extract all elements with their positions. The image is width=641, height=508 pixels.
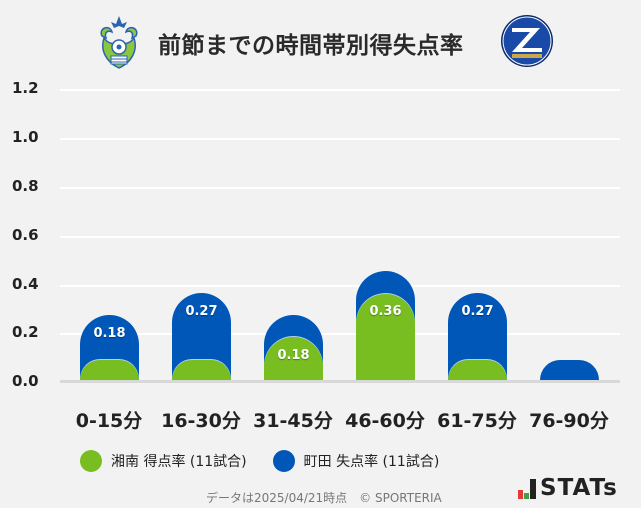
y-tick-label: 0.0 xyxy=(12,372,39,390)
x-tick-label: 46-60分 xyxy=(345,410,425,432)
stats-bars-icon xyxy=(518,479,536,499)
gridline xyxy=(60,138,620,140)
gridline xyxy=(60,89,620,91)
y-tick-label: 0.4 xyxy=(12,275,39,293)
legend-item-machida[interactable]: 町田 失点率 (11試合) xyxy=(272,450,440,472)
gridline xyxy=(60,285,620,287)
x-tick-label: 0-15分 xyxy=(75,410,143,432)
shonan-bellmare-crest-icon xyxy=(100,16,138,69)
y-tick-label: 0.2 xyxy=(12,323,39,341)
chart-title: 前節までの時間帯別得失点率 xyxy=(158,33,464,59)
bar-shonan-61-75 xyxy=(448,360,507,380)
bar-shonan-16-30 xyxy=(172,360,231,380)
gridline xyxy=(60,236,620,238)
x-tick-label: 61-75分 xyxy=(437,410,517,432)
bar-machida-76-90 xyxy=(540,360,599,380)
y-tick-label: 0.8 xyxy=(12,177,39,195)
bar-shonan-31-45 xyxy=(264,337,323,380)
bar-value-label: 0.27 xyxy=(185,304,218,319)
bar-value-label: 0.27 xyxy=(461,304,494,319)
chart-legend: 湘南 得点率 (11試合) 町田 失点率 (11試合) xyxy=(80,449,465,473)
bar-shonan-0-15 xyxy=(80,360,139,380)
legend-item-shonan[interactable]: 湘南 得点率 (11試合) xyxy=(80,450,247,472)
y-tick-label: 1.0 xyxy=(12,128,39,146)
x-tick-label: 76-90分 xyxy=(529,410,609,432)
y-tick-label: 1.2 xyxy=(12,79,39,97)
x-axis-baseline xyxy=(60,380,620,383)
bar-value-label: 0.36 xyxy=(369,304,402,319)
gridline xyxy=(60,187,620,189)
green-circle-icon xyxy=(80,450,102,472)
blue-circle-icon xyxy=(272,450,295,472)
bar-value-label: 0.18 xyxy=(277,348,310,363)
stats-brand-logo: STATs xyxy=(518,475,618,501)
data-note: データは2025/04/21時点 © SPORTERIA xyxy=(206,491,442,505)
stats-brand-text: STATs xyxy=(540,475,618,501)
bar-value-label: 0.18 xyxy=(93,326,126,341)
bar-shonan-46-60 xyxy=(356,294,415,380)
gridline xyxy=(60,333,620,335)
legend-label: 町田 失点率 (11試合) xyxy=(303,454,440,470)
fc-machida-zelvia-crest-icon xyxy=(501,15,553,67)
x-tick-label: 31-45分 xyxy=(253,410,333,432)
y-tick-label: 0.6 xyxy=(12,226,39,244)
x-tick-label: 16-30分 xyxy=(161,410,241,432)
legend-label: 湘南 得点率 (11試合) xyxy=(111,454,247,470)
